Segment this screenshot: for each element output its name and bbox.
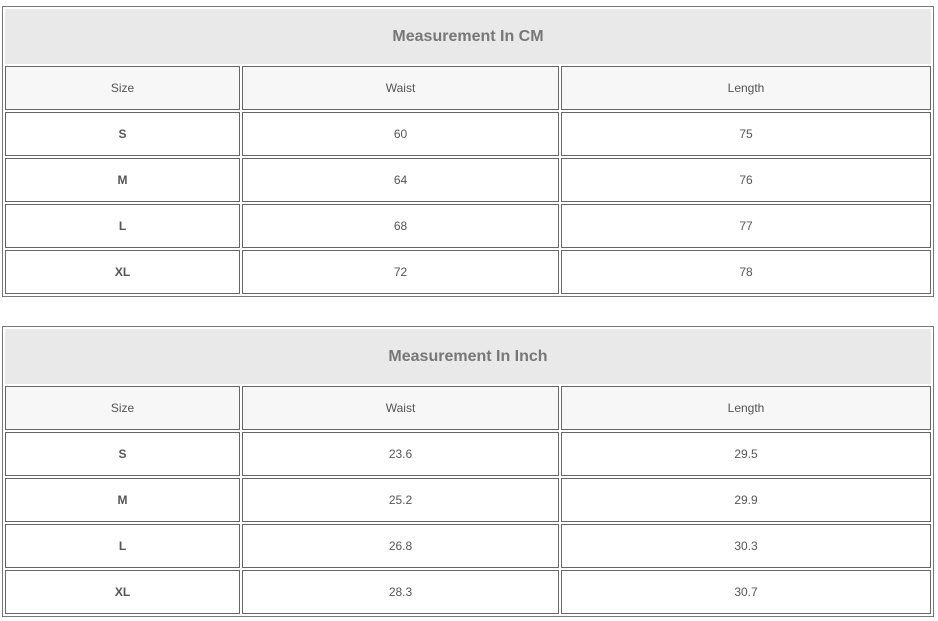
- length-cell: 77: [561, 204, 931, 248]
- waist-cell: 60: [242, 112, 559, 156]
- waist-cell: 23.6: [242, 432, 559, 476]
- header-waist: Waist: [242, 386, 559, 430]
- table-row: S 60 75: [5, 112, 931, 156]
- size-cell: M: [5, 478, 240, 522]
- waist-cell: 72: [242, 250, 559, 294]
- size-cell: L: [5, 204, 240, 248]
- length-cell: 29.9: [561, 478, 931, 522]
- waist-cell: 25.2: [242, 478, 559, 522]
- table-row: L 26.8 30.3: [5, 524, 931, 568]
- header-length: Length: [561, 66, 931, 110]
- length-cell: 30.3: [561, 524, 931, 568]
- length-cell: 78: [561, 250, 931, 294]
- size-cell: M: [5, 158, 240, 202]
- table-title: Measurement In CM: [5, 9, 931, 64]
- waist-cell: 26.8: [242, 524, 559, 568]
- cm-size-table: Measurement In CM Size Waist Length S 60 7…: [2, 6, 934, 297]
- table-row: M 25.2 29.9: [5, 478, 931, 522]
- header-waist: Waist: [242, 66, 559, 110]
- header-size: Size: [5, 66, 240, 110]
- length-cell: 30.7: [561, 570, 931, 614]
- table-title: Measurement In Inch: [5, 329, 931, 384]
- table-row: M 64 76: [5, 158, 931, 202]
- header-row: Size Waist Length: [5, 66, 931, 110]
- waist-cell: 68: [242, 204, 559, 248]
- header-size: Size: [5, 386, 240, 430]
- size-cell: XL: [5, 570, 240, 614]
- length-cell: 75: [561, 112, 931, 156]
- size-cell: XL: [5, 250, 240, 294]
- header-length: Length: [561, 386, 931, 430]
- size-cell: S: [5, 432, 240, 476]
- table-row: XL 72 78: [5, 250, 931, 294]
- header-row: Size Waist Length: [5, 386, 931, 430]
- table-row: S 23.6 29.5: [5, 432, 931, 476]
- length-cell: 29.5: [561, 432, 931, 476]
- size-cell: S: [5, 112, 240, 156]
- table-row: L 68 77: [5, 204, 931, 248]
- waist-cell: 28.3: [242, 570, 559, 614]
- waist-cell: 64: [242, 158, 559, 202]
- size-cell: L: [5, 524, 240, 568]
- table-row: XL 28.3 30.7: [5, 570, 931, 614]
- length-cell: 76: [561, 158, 931, 202]
